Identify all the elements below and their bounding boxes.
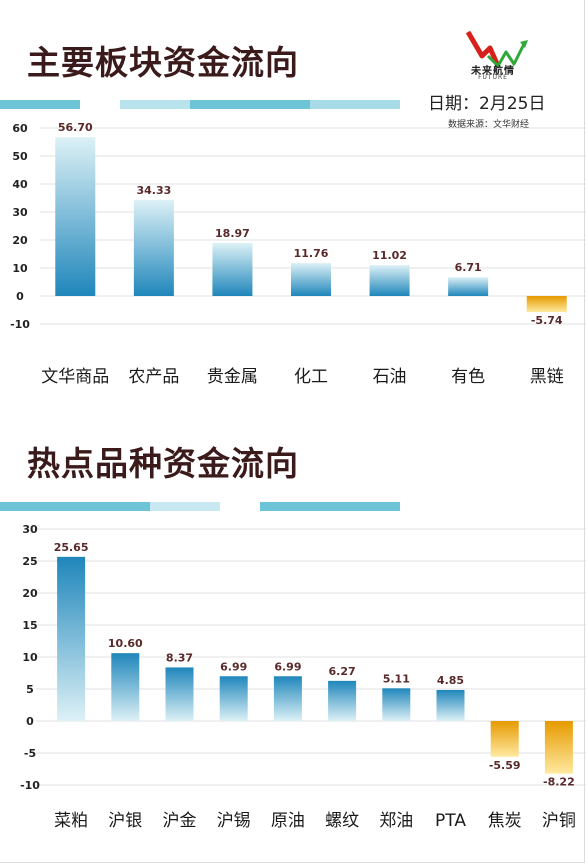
y-tick-label: 30 — [22, 523, 38, 536]
y-tick-label: 0 — [16, 290, 24, 303]
category-label: 原油 — [271, 811, 305, 831]
data-label: 8.37 — [166, 651, 193, 664]
bar — [55, 137, 96, 296]
category-label: 贵金属 — [207, 367, 258, 387]
bar — [436, 689, 465, 721]
bar — [382, 688, 411, 721]
data-label: 6.71 — [455, 261, 482, 274]
category-label: 沪银 — [108, 811, 142, 831]
category-label: 沪锡 — [217, 811, 251, 831]
data-label: 6.27 — [329, 665, 356, 678]
bar — [212, 242, 253, 296]
chart-sector-flow: 60 50 40 30 20 10 0 -10 56.70 文华商品 34.33 农产品 18.97 贵金… — [10, 121, 586, 387]
bar — [111, 653, 140, 721]
title-band-1 — [0, 100, 400, 109]
chart-hot-contracts-flow: 30 25 20 15 10 5 0 -5 -10 25.65 菜粕 10.60 沪银 8.37 沪金 6.9… — [20, 523, 586, 831]
y-tick-label: 10 — [22, 651, 38, 664]
y-tick-label: 0 — [26, 715, 34, 728]
data-label: 25.65 — [54, 541, 89, 554]
data-source: 数据来源：文华财经 — [448, 120, 530, 130]
category-label: 黑链 — [530, 367, 564, 387]
y-tick-label: 15 — [22, 619, 37, 632]
y-tick-label: 20 — [12, 234, 28, 247]
category-label: 石油 — [373, 367, 407, 387]
data-label: 4.85 — [437, 674, 464, 687]
bar — [219, 676, 248, 721]
data-label: 5.11 — [383, 672, 410, 685]
data-label: 6.99 — [274, 660, 301, 673]
data-label: 6.99 — [220, 660, 247, 673]
category-label: 沪铜 — [542, 811, 576, 831]
y-tick-label: -10 — [10, 318, 30, 331]
bar — [544, 721, 573, 774]
data-label: 10.60 — [108, 637, 143, 650]
category-label: 菜粕 — [54, 811, 88, 831]
category-label: 螺纹 — [325, 811, 359, 831]
y-tick-label: 60 — [12, 122, 28, 135]
bar — [526, 296, 567, 313]
category-label: 化工 — [294, 367, 328, 387]
data-label: -5.59 — [489, 759, 521, 772]
y-tick-label: -10 — [20, 779, 40, 792]
y-tick-label: 10 — [12, 262, 28, 275]
category-label: 焦炭 — [488, 811, 522, 831]
chart2-title: 热点品种资金流向 — [27, 444, 299, 483]
bar — [291, 263, 331, 296]
category-label: PTA — [435, 811, 466, 831]
logo-sub: FUTURE — [478, 74, 508, 81]
logo-icon — [465, 30, 528, 68]
bar — [57, 556, 86, 721]
y-tick-label: 30 — [12, 206, 28, 219]
data-label: -8.22 — [543, 776, 575, 789]
data-label: 34.33 — [136, 184, 171, 197]
data-label: 56.70 — [58, 121, 93, 134]
data-label: 18.97 — [215, 227, 250, 240]
bar — [133, 199, 174, 296]
y-tick-label: 20 — [22, 587, 38, 600]
y-tick-label: 5 — [26, 683, 34, 696]
data-label: 11.76 — [294, 247, 329, 260]
bar — [448, 277, 489, 296]
title-band-2 — [0, 502, 400, 511]
category-label: 郑油 — [379, 811, 413, 831]
category-label: 农产品 — [128, 367, 179, 387]
y-tick-label: 25 — [22, 555, 37, 568]
bar — [273, 676, 302, 721]
report-date: 日期：2月25日 — [428, 94, 546, 114]
y-tick-label: 50 — [12, 150, 28, 163]
bar — [165, 667, 194, 721]
data-label: -5.74 — [531, 314, 563, 327]
category-label: 有色 — [451, 367, 485, 387]
y-tick-label: -5 — [24, 747, 36, 760]
bar — [369, 265, 410, 296]
chart1-title: 主要板块资金流向 — [27, 43, 299, 82]
logo-name: 未来航情 — [471, 66, 515, 77]
y-tick-label: 40 — [12, 178, 28, 191]
category-label: 沪金 — [163, 811, 197, 831]
category-label: 文华商品 — [41, 367, 109, 387]
bar — [490, 721, 519, 757]
data-label: 11.02 — [372, 249, 407, 262]
bar — [328, 680, 357, 721]
